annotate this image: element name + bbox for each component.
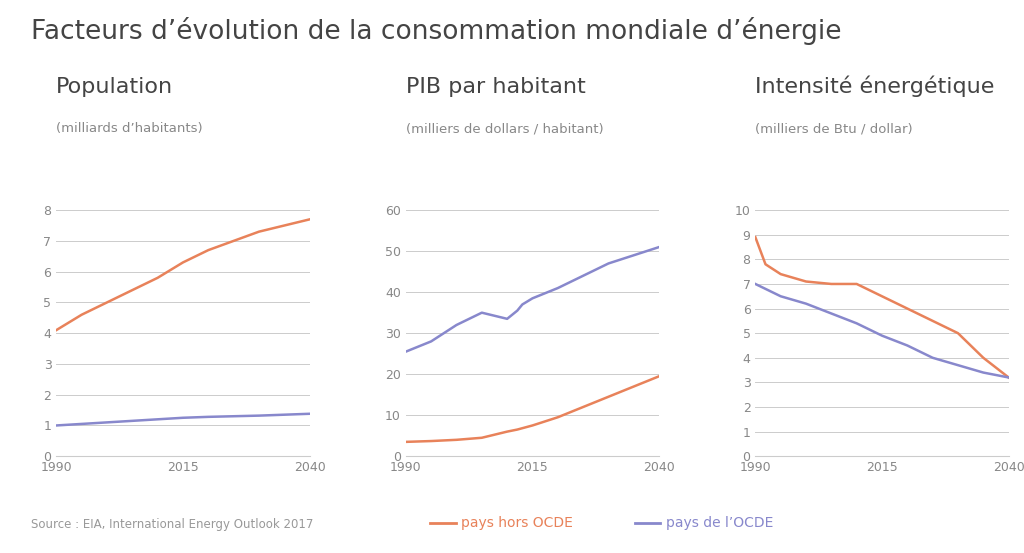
Text: Facteurs d’évolution de la consommation mondiale d’énergie: Facteurs d’évolution de la consommation … xyxy=(31,17,842,45)
Text: pays de l’OCDE: pays de l’OCDE xyxy=(666,515,773,530)
Text: Intensité énergétique: Intensité énergétique xyxy=(756,75,994,97)
Text: pays hors OCDE: pays hors OCDE xyxy=(461,515,572,530)
Text: (milliards d’habitants): (milliards d’habitants) xyxy=(56,122,203,135)
Text: Population: Population xyxy=(56,77,173,97)
Text: PIB par habitant: PIB par habitant xyxy=(406,77,586,97)
Text: (milliers de Btu / dollar): (milliers de Btu / dollar) xyxy=(756,122,913,135)
Text: Source : EIA, International Energy Outlook 2017: Source : EIA, International Energy Outlo… xyxy=(31,518,313,531)
Text: (milliers de dollars / habitant): (milliers de dollars / habitant) xyxy=(406,122,603,135)
